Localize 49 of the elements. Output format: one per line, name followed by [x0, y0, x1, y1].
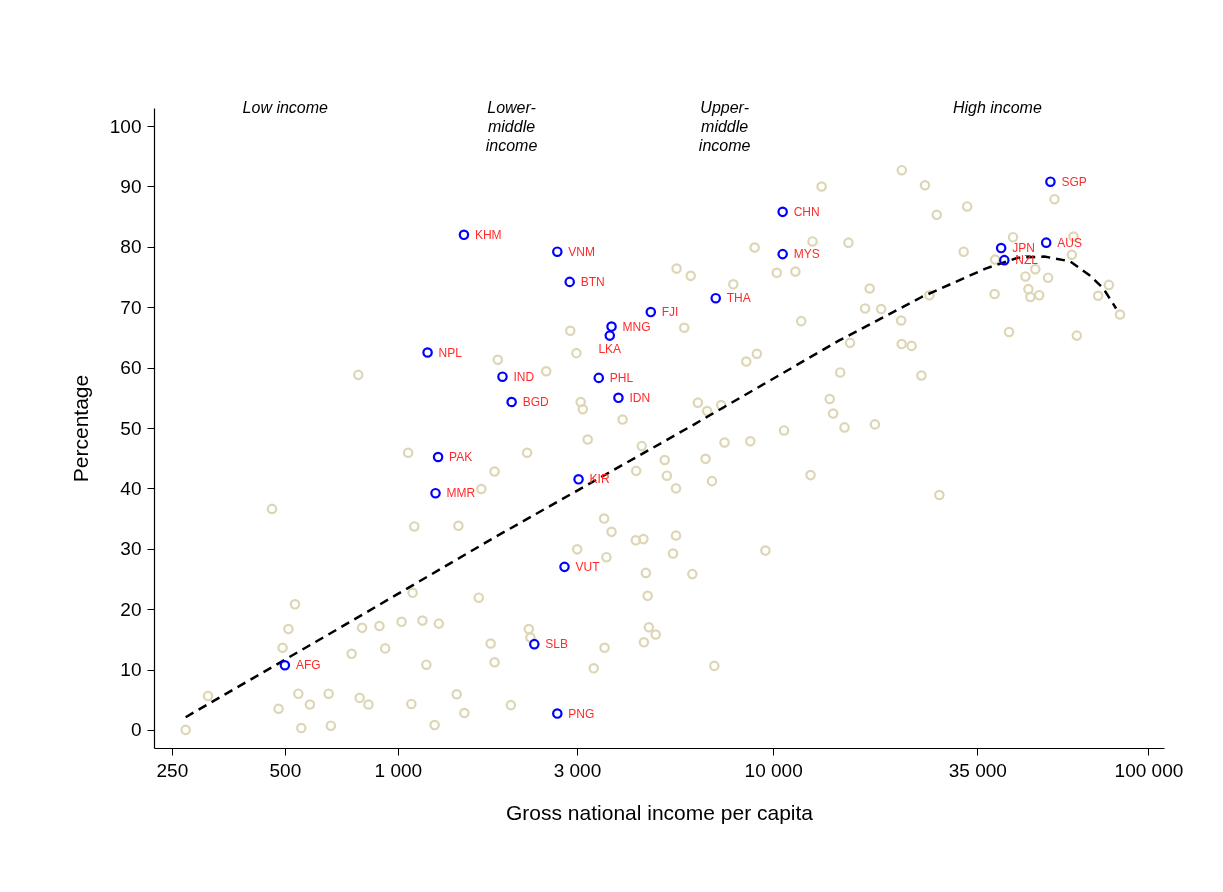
x-tick-label: 1 000 — [374, 759, 423, 781]
annotation: MMR — [446, 486, 476, 501]
x-axis-title: Gross national income per capita — [506, 800, 814, 824]
annotation: THA — [726, 291, 751, 306]
y-tick-label: 80 — [120, 236, 142, 258]
annotation: BGD — [522, 395, 549, 410]
annotation: PHL — [609, 370, 634, 385]
y-tick-label: 70 — [120, 296, 142, 318]
annotation: VUT — [575, 559, 601, 574]
y-tick-label: 50 — [120, 417, 142, 439]
y-tick-label: 30 — [120, 538, 142, 560]
y-tick-label: 0 — [130, 719, 142, 741]
annotation: FJI — [661, 305, 679, 320]
annotation: KHM — [474, 227, 502, 242]
annotation: KIR — [589, 472, 610, 487]
y-tick-label: 90 — [120, 175, 142, 197]
annotation: MNG — [622, 319, 651, 334]
annotation: IND — [513, 369, 535, 384]
annotation: AFG — [295, 658, 321, 673]
x-tick-label: 250 — [156, 759, 189, 781]
annotation: Upper- middle income — [698, 99, 751, 154]
annotation: IDN — [629, 390, 651, 405]
annotation: SGP — [1061, 174, 1087, 189]
y-tick-label: 100 — [109, 115, 142, 137]
x-tick-label: 500 — [269, 759, 302, 781]
annotation: VNM — [568, 244, 595, 259]
annotation: BTN — [580, 274, 605, 289]
annotation: MYS — [793, 247, 820, 262]
annotation: CHN — [793, 204, 820, 219]
x-tick-label: 100 000 — [1114, 759, 1184, 781]
annotation: JPN — [1012, 241, 1035, 256]
annotation: Low income — [242, 99, 329, 116]
y-tick-label: 40 — [120, 477, 142, 499]
annotation: SLB — [545, 637, 569, 652]
y-tick-label: 60 — [120, 357, 142, 379]
annotation: High income — [952, 99, 1042, 116]
annotation: NZL — [1015, 253, 1039, 268]
y-axis-title: Percentage — [68, 374, 92, 483]
x-tick-label: 3 000 — [553, 759, 602, 781]
x-tick-label: 35 000 — [948, 759, 1007, 781]
annotation: PAK — [449, 449, 473, 464]
x-tick-label: 10 000 — [744, 759, 803, 781]
y-tick-label: 10 — [120, 659, 142, 681]
annotation: NPL — [438, 345, 463, 360]
annotation: AUS — [1057, 235, 1082, 250]
annotation: Lower- middle income — [485, 99, 538, 154]
annotation: PNG — [568, 706, 595, 721]
annotation: LKA — [598, 341, 622, 356]
y-tick-label: 20 — [120, 598, 142, 620]
